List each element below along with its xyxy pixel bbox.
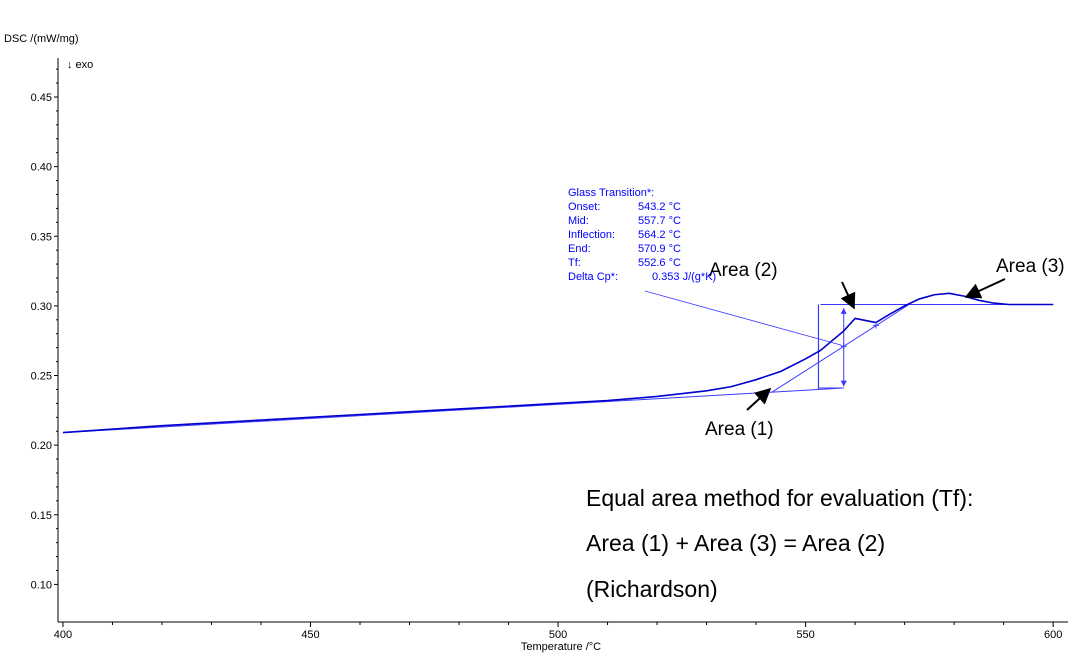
lower-baseline-line — [62, 387, 844, 434]
gt-end-value: 570.9 °C — [638, 243, 681, 255]
gt-delta-cp-value: 0.353 J/(g*K) — [652, 271, 716, 283]
gt-onset-label: Onset: — [568, 201, 600, 213]
caption-line-3: (Richardson) — [586, 576, 718, 602]
area-3-arrow — [964, 278, 1006, 299]
x-tick-label: 600 — [1044, 629, 1062, 641]
gt-mid-value: 557.7 °C — [638, 215, 681, 227]
caption-line-1: Equal area method for evaluation (Tf): — [586, 485, 973, 511]
gt-tf-value: 552.6 °C — [638, 257, 681, 269]
y-tick-label: 0.35 — [31, 231, 52, 243]
gt-inflection-label: Inflection: — [568, 229, 615, 241]
area-3-label: Area (3) — [996, 256, 1065, 277]
area-2-arrow — [840, 281, 856, 310]
gt-delta-cp-label: Delta Cp*: — [568, 271, 618, 283]
x-axis-title: Temperature /°C — [521, 641, 601, 653]
y-tick-label: 0.15 — [31, 510, 52, 522]
gt-tf-label: Tf: — [568, 257, 581, 269]
glass-transition-leader-line — [644, 290, 842, 346]
area-2-label: Area (2) — [709, 260, 778, 281]
y-tick-label: 0.40 — [31, 162, 52, 174]
gt-onset-value: 543.2 °C — [638, 201, 681, 213]
area-1-label: Area (1) — [705, 419, 774, 440]
gt-inflection-value: 564.2 °C — [638, 229, 681, 241]
area-1-arrow — [746, 387, 772, 411]
y-tick-label: 0.10 — [31, 579, 52, 591]
exo-direction-label: ↓ exo — [67, 59, 93, 71]
x-tick-label: 500 — [549, 629, 567, 641]
inflection-tangent-line — [771, 304, 910, 393]
x-tick-label: 550 — [796, 629, 814, 641]
y-tick-label: 0.20 — [31, 440, 52, 452]
x-tick-label: 450 — [301, 629, 319, 641]
x-tick-label: 400 — [54, 629, 72, 641]
glass-transition-title: Glass Transition*: — [568, 187, 654, 199]
y-tick-label: 0.45 — [31, 92, 52, 104]
y-tick-label: 0.30 — [31, 301, 52, 313]
gt-end-label: End: — [568, 243, 591, 255]
gt-mid-label: Mid: — [568, 215, 589, 227]
y-tick-label: 0.25 — [31, 371, 52, 383]
caption-line-2: Area (1) + Area (3) = Area (2) — [586, 530, 885, 556]
y-axis-title: DSC /(mW/mg) — [4, 33, 79, 45]
dsc-curve — [62, 292, 1054, 434]
